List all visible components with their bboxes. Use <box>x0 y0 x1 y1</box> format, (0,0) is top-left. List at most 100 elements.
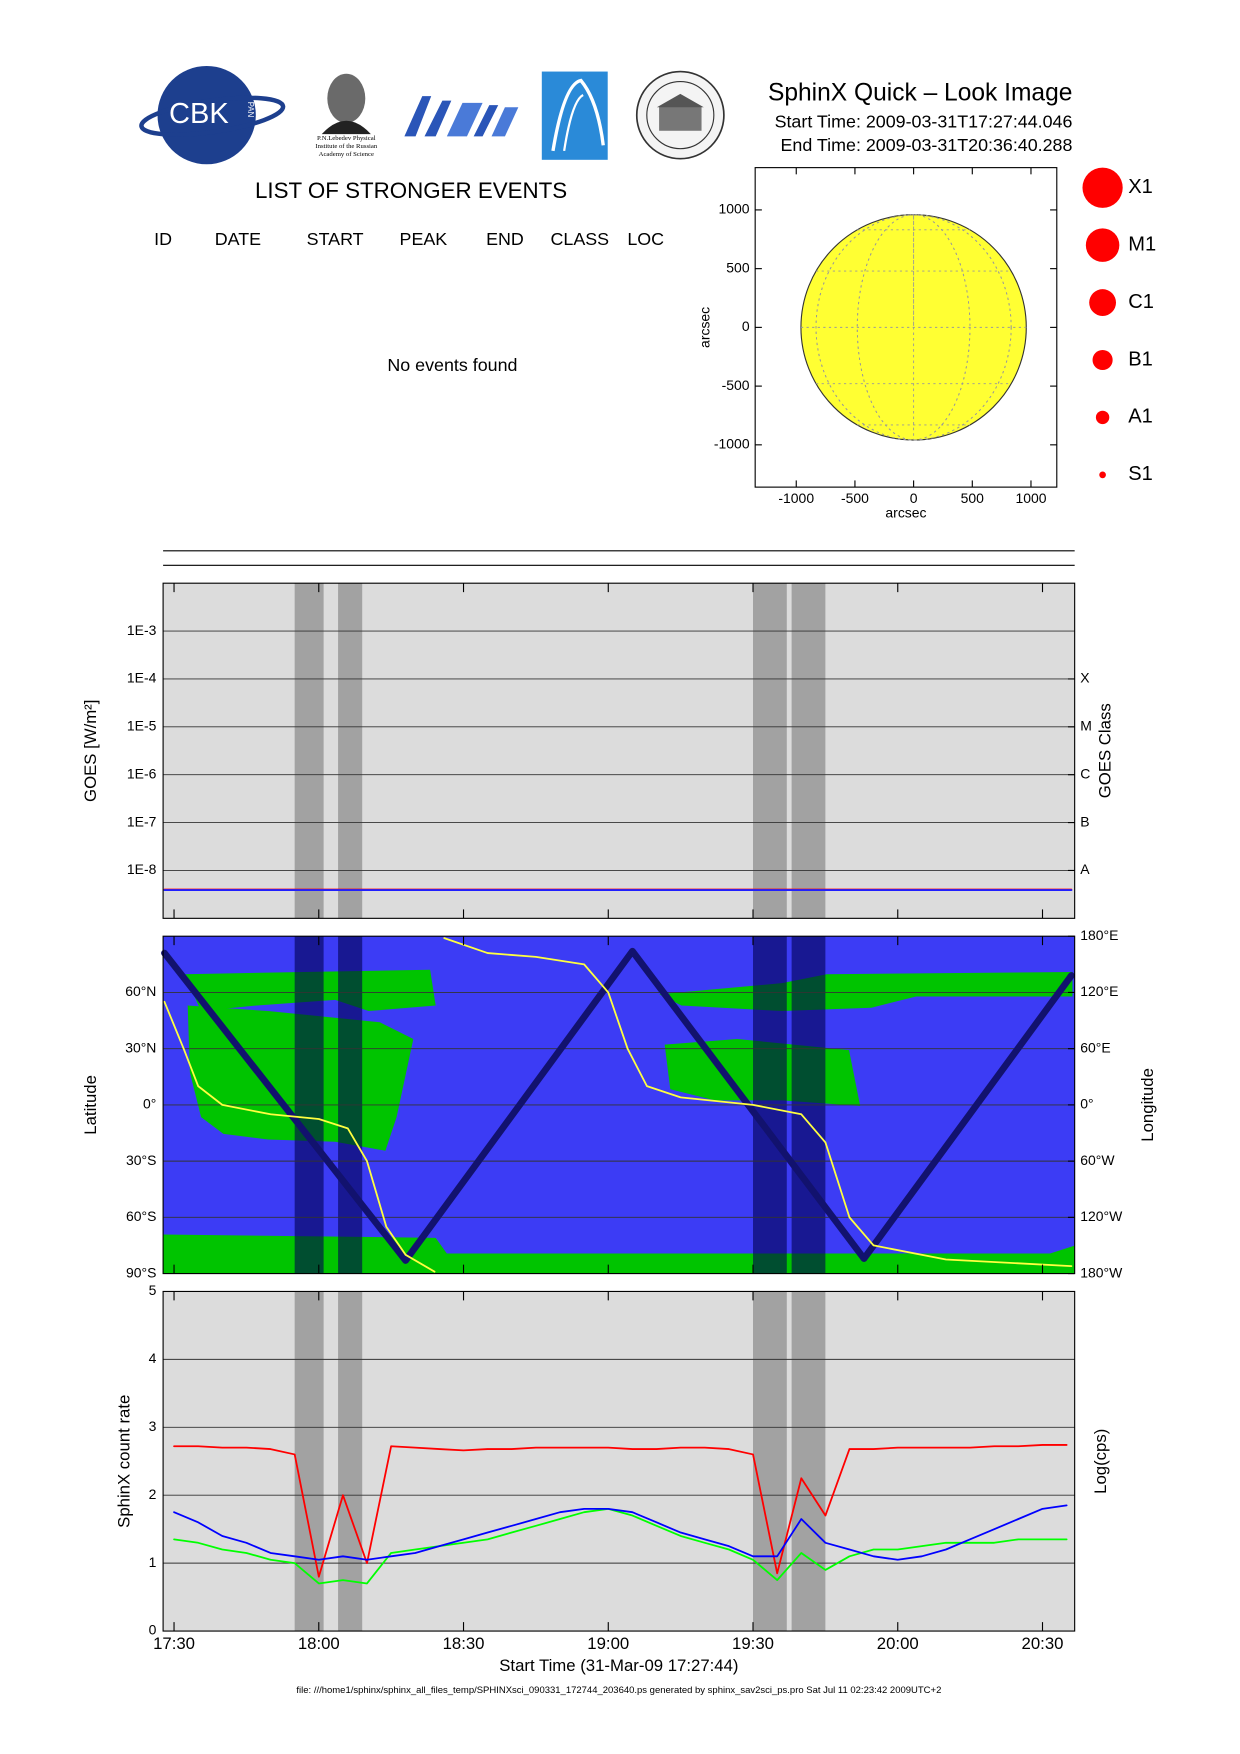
y-axis-title: SphinX count rate <box>115 1395 134 1528</box>
disk-chart: -1000 -500 0 500 1000 -1000 -500 0 500 1000 arcsec… <box>697 167 1058 521</box>
y-tick-label: 1E-6 <box>127 765 157 781</box>
x-tick-label: 0 <box>910 490 918 506</box>
x-tick-label: 500 <box>961 490 985 506</box>
legend-label: M1 <box>1128 233 1156 255</box>
y2-tick-label: X <box>1080 670 1090 686</box>
eclipse-band <box>338 1291 363 1632</box>
eclipse-band <box>753 583 787 919</box>
y-tick-label: 2 <box>149 1486 157 1502</box>
x-tick-label: 18:30 <box>443 1634 485 1653</box>
time-panel: 0 1 2 3 4 5 17:30 18:00 18:30 19:00 19:30 20:00 20:3… <box>115 1282 1110 1653</box>
column-header: DATE <box>215 229 261 249</box>
x-tick-label: 19:30 <box>732 1634 774 1653</box>
y-tick-label: 1E-3 <box>127 622 157 638</box>
series-line <box>163 937 1073 1273</box>
plot-frame <box>162 935 1076 1275</box>
end-time: End Time: 2009-03-31T20:36:40.288 <box>781 135 1073 155</box>
y2-tick-label: A <box>1080 861 1090 877</box>
y2-axis-title: Log(cps) <box>1091 1429 1110 1494</box>
y2-tick-label: 120°E <box>1080 983 1118 999</box>
x-tick-label: -500 <box>841 490 869 506</box>
eclipse-band <box>791 583 826 919</box>
logo-lebedev: P.N.Lebedev Physical Institute of the Ru… <box>315 73 378 158</box>
eclipse-band <box>294 583 324 919</box>
disk-meridian <box>815 214 1012 441</box>
events-title: LIST OF STRONGER EVENTS <box>255 178 567 203</box>
legend-marker <box>1095 410 1110 425</box>
logo-cbk: CBK PAN <box>139 65 286 165</box>
y-tick-label: 60°N <box>125 983 156 999</box>
eclipse-band <box>338 583 363 919</box>
legend-marker <box>1085 228 1120 262</box>
column-header: PEAK <box>400 229 448 249</box>
footer: file: ///home1/sphinx/sphinx_all_files_t… <box>296 1685 941 1696</box>
logo-text: P.N.Lebedev Physical <box>317 135 376 142</box>
legend-label: A1 <box>1128 406 1153 428</box>
logo-text: PAN <box>246 102 255 117</box>
y-tick-label: -1000 <box>714 436 750 452</box>
time-panel: 90°S 60°S 30°S 0° 30°N 60°N 180°W 120°W 60°W 0° 60… <box>81 927 1157 1280</box>
legend-label: B1 <box>1128 348 1153 370</box>
column-header: LOC <box>627 229 664 249</box>
y-tick-label: 30°S <box>126 1152 156 1168</box>
y2-tick-label: M <box>1080 718 1092 734</box>
y2-axis-title: Longitude <box>1138 1068 1157 1142</box>
y-axis-title: arcsec <box>697 307 713 348</box>
eclipse-band <box>791 1291 826 1632</box>
x-tick-label: 20:30 <box>1022 1634 1064 1653</box>
x-axis-title: Start Time (31-Mar-09 17:27:44) <box>499 1656 738 1675</box>
x-tick-label: 18:00 <box>298 1634 340 1653</box>
y2-tick-label: 180°W <box>1080 1264 1123 1280</box>
x-tick-label: 17:30 <box>153 1634 195 1653</box>
legend-marker <box>1099 471 1106 479</box>
y2-axis-title: GOES Class <box>1095 703 1114 798</box>
y-tick-label: 0 <box>742 318 750 334</box>
y2-tick-label: B <box>1080 813 1089 829</box>
series-line <box>161 947 1075 1264</box>
events-empty: No events found <box>387 355 517 375</box>
y-tick-label: 1E-4 <box>127 670 157 686</box>
events-header: ID DATE START PEAK END CLASS LOC <box>154 229 664 249</box>
x-tick-label: 19:00 <box>587 1634 629 1653</box>
column-header: END <box>486 229 524 249</box>
y2-tick-label: 60°E <box>1080 1039 1110 1055</box>
y-tick-label: 1E-8 <box>127 861 157 877</box>
y2-tick-label: 120°W <box>1080 1208 1123 1224</box>
y2-tick-label: 60°W <box>1080 1152 1115 1168</box>
legend-marker <box>1082 167 1123 208</box>
column-header: ID <box>154 229 172 249</box>
y2-tick-label: 0° <box>1080 1096 1093 1112</box>
y-tick-label: 1E-5 <box>127 718 157 734</box>
y-tick-label: 5 <box>149 1282 157 1298</box>
page-title: SphinX Quick – Look Image <box>768 79 1072 106</box>
column-header: CLASS <box>550 229 609 249</box>
legend-label: X1 <box>1128 176 1153 198</box>
y2-tick-label: 180°E <box>1080 927 1118 943</box>
logo-mifi <box>404 96 519 137</box>
y-tick-label: 60°S <box>126 1208 156 1224</box>
y-tick-label: -500 <box>722 377 750 393</box>
y-tick-label: 3 <box>149 1418 157 1434</box>
time-panel: 1E-8 1E-7 1E-6 1E-5 1E-4 1E-3 A B C M X GOES [W/m²]… <box>81 582 1114 919</box>
y-axis-title: GOES [W/m²] <box>81 700 100 802</box>
logo-text: CBK <box>169 98 229 130</box>
y-tick-label: 1000 <box>719 201 750 217</box>
y2-tick-label: C <box>1080 765 1090 781</box>
plot-frame <box>162 1290 1076 1632</box>
disk-meridian <box>856 214 971 441</box>
series-line <box>173 1507 1068 1585</box>
series-line <box>173 1504 1068 1561</box>
y-tick-label: 0° <box>143 1096 156 1112</box>
x-tick-label: -1000 <box>778 490 814 506</box>
eclipse-band <box>294 1291 324 1632</box>
y-tick-label: 30°N <box>125 1039 156 1055</box>
logo-seal <box>635 70 725 160</box>
legend-marker <box>1092 349 1113 371</box>
eclipse-band <box>753 1291 787 1632</box>
legend-label: S1 <box>1128 463 1153 485</box>
x-tick-label: 20:00 <box>877 1634 919 1653</box>
y-tick-label: 500 <box>726 259 750 275</box>
y-tick-label: 90°S <box>126 1264 156 1280</box>
y-tick-label: 1E-7 <box>127 813 157 829</box>
